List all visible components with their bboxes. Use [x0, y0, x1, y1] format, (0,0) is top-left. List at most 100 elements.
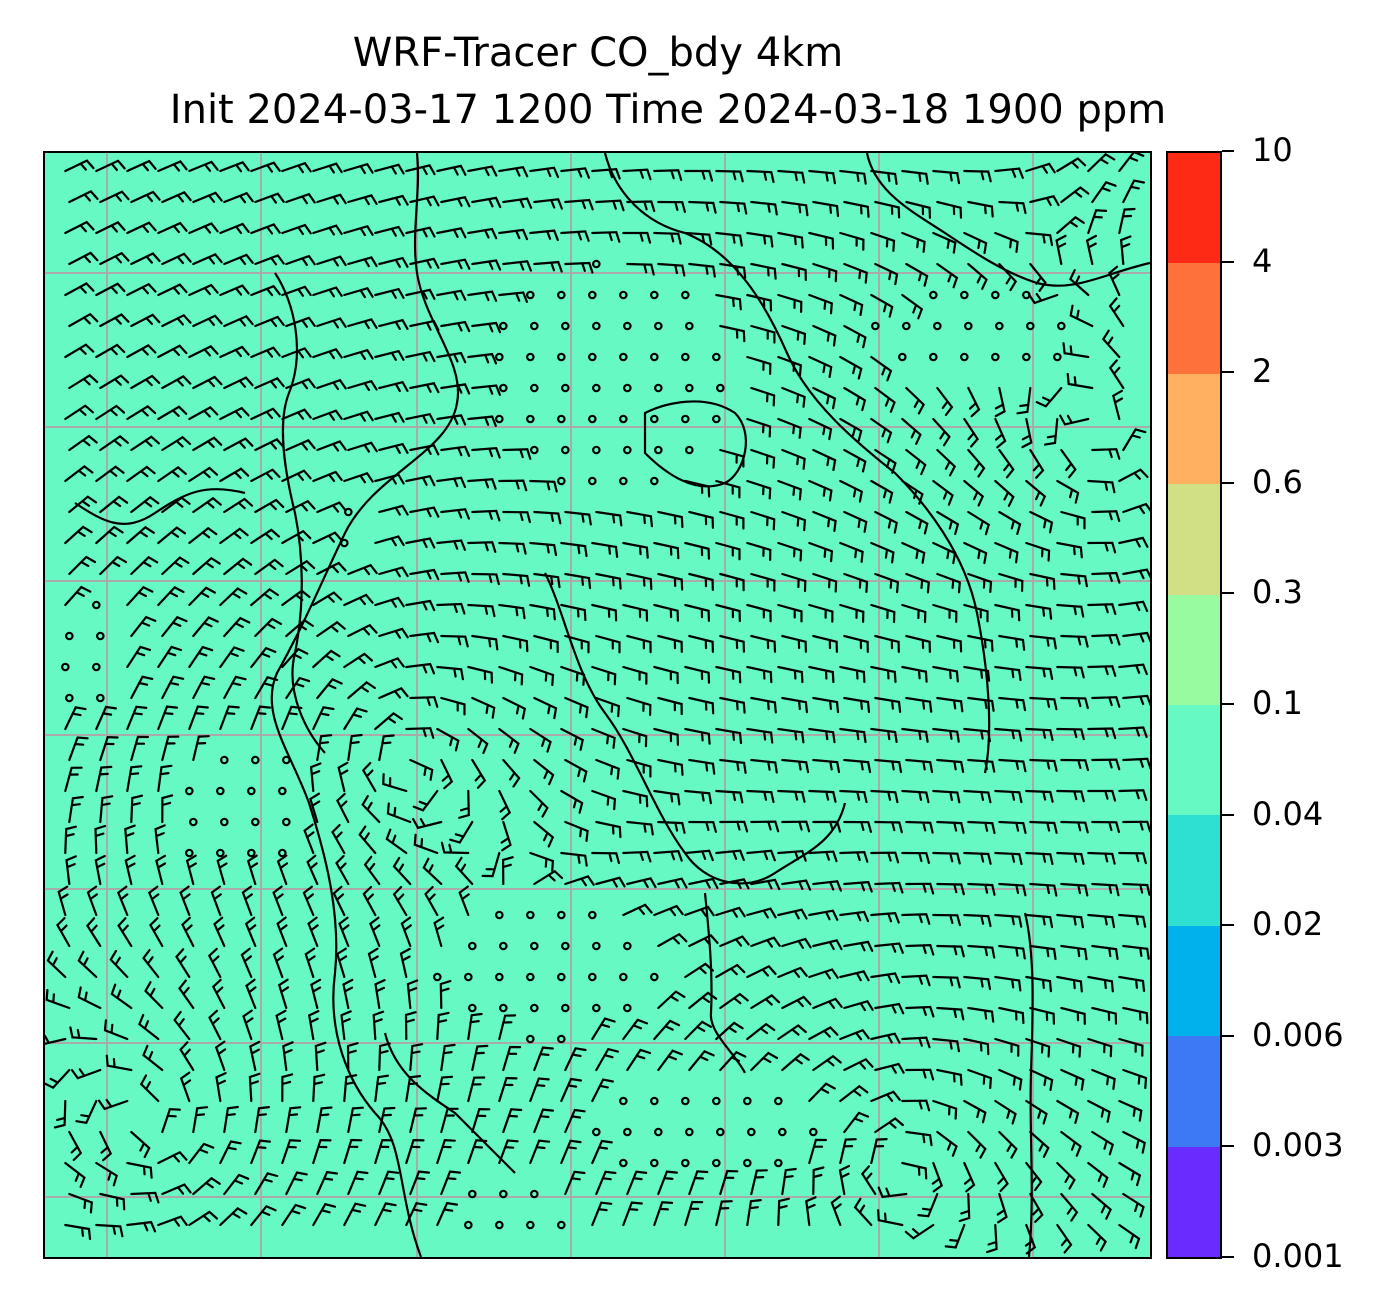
wind-barb	[560, 1139, 582, 1165]
calm-marker	[743, 1158, 752, 1168]
wind-barb	[653, 169, 683, 181]
wind-barb	[68, 312, 99, 328]
wind-barb	[901, 479, 924, 505]
wind-barb	[161, 313, 192, 328]
wind-barb	[932, 727, 960, 743]
wind-barb	[1091, 448, 1121, 460]
calm-marker	[247, 848, 256, 858]
wind-barb	[905, 634, 931, 653]
calm-marker	[185, 786, 194, 796]
wind-barb	[250, 1139, 271, 1165]
wind-barb	[223, 1105, 239, 1134]
wind-barb	[626, 200, 656, 213]
wind-barb	[870, 417, 893, 444]
wind-barb	[223, 675, 247, 700]
wind-barb	[529, 229, 559, 242]
wind-barb	[715, 541, 741, 561]
wind-barb	[471, 321, 502, 334]
wind-barb	[936, 882, 965, 896]
wind-barb	[312, 591, 343, 607]
calm-marker	[526, 910, 535, 920]
wind-barb	[46, 950, 67, 979]
wind-barb	[688, 1170, 709, 1196]
wind-barb	[192, 436, 223, 452]
wind-barb	[64, 525, 93, 545]
wind-barb	[99, 374, 130, 390]
wind-barb	[436, 476, 467, 489]
wind-barb	[996, 1192, 1008, 1224]
wind-barb	[412, 789, 439, 812]
wind-barb	[657, 820, 686, 834]
wind-barb	[808, 169, 836, 185]
wind-barb	[932, 1037, 960, 1053]
wind-barb	[808, 417, 833, 441]
wind-barb	[1118, 468, 1149, 483]
wind-barb	[564, 1047, 587, 1072]
wind-barb	[312, 531, 343, 545]
calm-marker	[561, 383, 570, 393]
wind-barb	[808, 231, 835, 250]
wind-barb	[272, 947, 284, 979]
wind-barb	[688, 572, 714, 591]
wind-barb	[144, 981, 164, 1010]
wind-barb	[281, 589, 311, 607]
calm-marker	[526, 972, 535, 982]
wind-barb	[967, 944, 996, 959]
wind-barb	[347, 733, 363, 762]
wind-barb	[932, 417, 951, 447]
wind-barb	[653, 665, 679, 685]
wind-barb	[777, 603, 803, 623]
wind-barb	[467, 165, 498, 177]
wind-barb	[626, 572, 653, 591]
colorbar-tick	[1222, 924, 1234, 927]
calm-marker	[685, 445, 694, 455]
wind-barb	[223, 376, 254, 390]
wind-barb	[626, 877, 657, 889]
wind-barb	[905, 943, 935, 956]
wind-barb	[436, 227, 467, 239]
wind-barb	[998, 882, 1027, 897]
wind-barb	[413, 833, 439, 855]
wind-barb	[374, 473, 405, 485]
wind-barb	[1029, 882, 1058, 897]
wind-barb	[1025, 479, 1047, 507]
wind-barb	[684, 849, 714, 862]
wind-barb	[436, 351, 467, 364]
wind-barb	[45, 988, 71, 1010]
wind-barb	[155, 854, 167, 886]
wind-barb	[781, 1167, 797, 1196]
wind-barb	[126, 344, 157, 359]
wind-barb	[117, 917, 133, 948]
wind-barb	[715, 849, 745, 862]
wind-barb	[998, 696, 1027, 712]
wind-barb	[963, 603, 989, 623]
wind-barb	[560, 1077, 582, 1103]
wind-barb	[1060, 944, 1088, 961]
wind-barb	[498, 727, 520, 754]
wind-barb	[374, 1202, 397, 1227]
wind-barb	[378, 734, 395, 762]
wind-barb	[358, 825, 377, 855]
wind-barb	[130, 374, 161, 390]
wind-barb	[1118, 600, 1149, 612]
wind-barb	[471, 1107, 491, 1134]
wind-barb	[781, 572, 807, 593]
colorbar-segment	[1168, 925, 1220, 1037]
wind-barb	[409, 1107, 427, 1134]
wind-barb	[1122, 1068, 1148, 1090]
wind-barb	[502, 197, 533, 209]
wind-barb	[188, 406, 219, 421]
wind-barb	[1029, 572, 1056, 591]
wind-barb	[622, 168, 652, 181]
wind-barb	[1056, 851, 1085, 865]
wind-barb	[1087, 665, 1117, 677]
calm-marker	[588, 910, 597, 920]
wind-barb	[276, 916, 288, 948]
wind-barb	[595, 1170, 617, 1196]
wind-barb	[1025, 851, 1054, 866]
wind-barb	[192, 496, 222, 514]
calm-marker	[619, 1096, 628, 1106]
calm-marker	[220, 755, 229, 765]
wind-barb	[595, 572, 622, 590]
wind-barb	[1060, 1006, 1086, 1025]
